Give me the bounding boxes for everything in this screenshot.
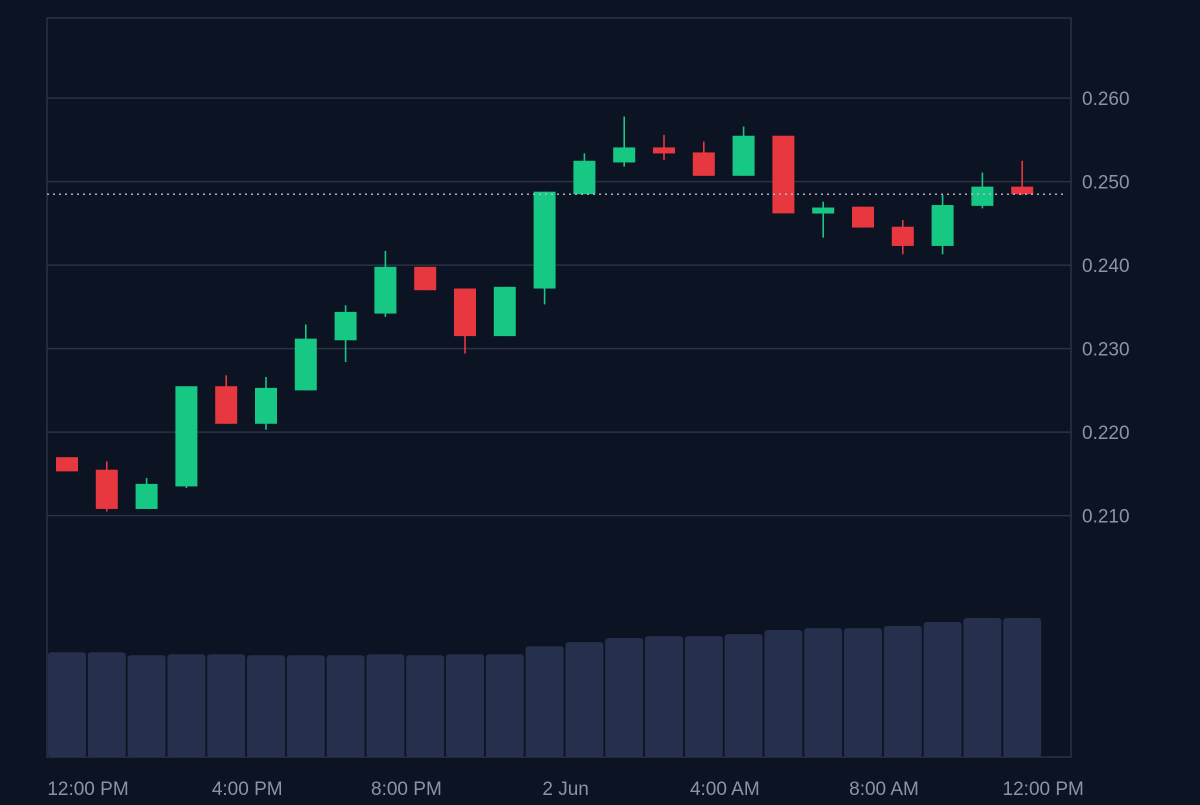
candle-body — [294, 338, 317, 391]
volume-bar — [883, 626, 922, 757]
volume-bar — [1003, 618, 1042, 757]
candle-body — [533, 191, 556, 289]
volume-bar — [844, 628, 882, 757]
candle-body — [374, 266, 397, 314]
volume-bar — [684, 636, 723, 757]
y-tick-label: 0.220 — [1082, 423, 1130, 444]
volume-bar — [87, 652, 126, 757]
candle-body — [255, 387, 277, 424]
volume-bar — [366, 654, 405, 757]
volume-bar — [724, 634, 763, 757]
x-tick-label: 4:00 AM — [690, 779, 760, 800]
volume-bar — [286, 655, 325, 757]
candle-body — [971, 186, 994, 206]
volume-bar — [804, 628, 843, 757]
volume-bar — [764, 630, 803, 757]
candle-body — [573, 160, 596, 195]
candle-body — [692, 152, 715, 176]
x-tick-label: 4:00 PM — [212, 779, 283, 800]
volume-bar — [446, 654, 484, 757]
volume-bar — [48, 652, 86, 757]
candle-body — [493, 286, 516, 337]
y-tick-label: 0.230 — [1082, 340, 1130, 361]
volume-bar — [326, 655, 365, 757]
y-tick-label: 0.250 — [1082, 173, 1130, 194]
volume-bar — [963, 618, 1002, 757]
candle-body — [215, 386, 238, 424]
candle-body — [454, 288, 476, 337]
candle-body — [135, 483, 158, 509]
candle-body — [175, 386, 198, 487]
volume-bar — [167, 654, 206, 757]
candle-body — [732, 135, 755, 176]
y-tick-label: 0.260 — [1082, 89, 1130, 110]
volume-bar — [525, 646, 564, 757]
volume-bar — [565, 642, 604, 757]
x-tick-label: 2 Jun — [542, 779, 588, 800]
candle-body — [772, 135, 795, 214]
y-tick-label: 0.210 — [1082, 507, 1130, 528]
candle-body — [891, 226, 914, 246]
x-tick-label: 12:00 PM — [47, 779, 128, 800]
y-tick-label: 0.240 — [1082, 256, 1130, 277]
x-tick-label: 12:00 PM — [1003, 779, 1084, 800]
x-tick-label: 8:00 AM — [849, 779, 919, 800]
x-tick-label: 8:00 PM — [371, 779, 442, 800]
candle-body — [414, 266, 437, 291]
candle-body — [812, 207, 835, 214]
volume-bar — [406, 655, 445, 757]
candle-body — [95, 469, 118, 509]
candle-body — [56, 457, 78, 472]
volume-bar — [127, 655, 166, 757]
volume-bar — [485, 654, 524, 757]
candle-body — [334, 311, 357, 341]
candle-body — [613, 147, 636, 163]
candle-body — [931, 205, 954, 246]
volume-bar — [923, 622, 962, 757]
candle-body — [1011, 186, 1034, 195]
volume-bar — [247, 655, 285, 757]
volume-bar — [207, 654, 246, 757]
candle-body — [852, 206, 874, 228]
volume-bar — [645, 636, 683, 757]
volume-bar — [605, 638, 644, 757]
candle-body — [653, 147, 675, 154]
